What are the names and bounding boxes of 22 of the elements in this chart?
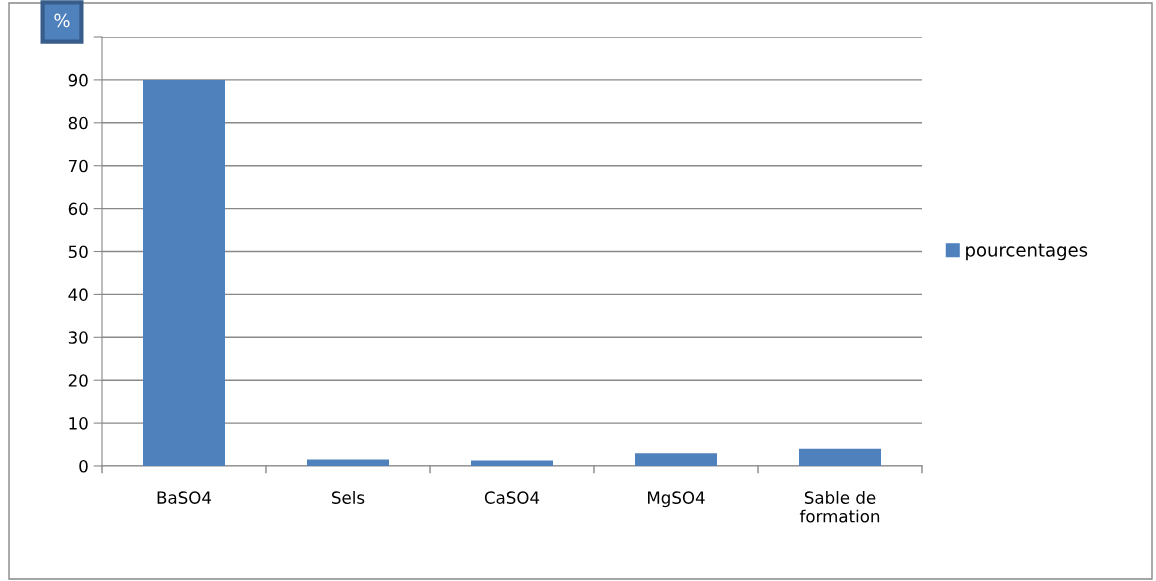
y-tick-label: 30 bbox=[68, 331, 88, 344]
x-tick-label: CaSO4 bbox=[484, 491, 540, 504]
y-tick-label: 80 bbox=[68, 116, 88, 130]
x-tick-label: Sable de formation bbox=[799, 491, 880, 523]
y-tick-label: 40 bbox=[68, 288, 88, 301]
y-tick-label: 70 bbox=[68, 159, 88, 173]
bar bbox=[307, 459, 389, 466]
x-tick-label: BaSO4 bbox=[157, 491, 212, 504]
y-tick-label: 60 bbox=[68, 202, 88, 216]
legend-label: pourcentages bbox=[966, 243, 1088, 261]
bar bbox=[143, 79, 225, 466]
bar bbox=[799, 448, 881, 466]
bar bbox=[471, 460, 553, 466]
y-tick-label: 90 bbox=[68, 73, 88, 87]
x-tick-label: MgSO4 bbox=[648, 491, 705, 508]
bar bbox=[635, 453, 717, 466]
y-axis-title: % bbox=[54, 13, 70, 28]
y-tick-label: 20 bbox=[68, 374, 88, 387]
y-tick-label: 10 bbox=[69, 417, 88, 430]
x-tick-label: Sels bbox=[332, 491, 365, 504]
y-tick-label: 50 bbox=[68, 245, 88, 259]
y-tick-label: 0 bbox=[79, 459, 88, 473]
